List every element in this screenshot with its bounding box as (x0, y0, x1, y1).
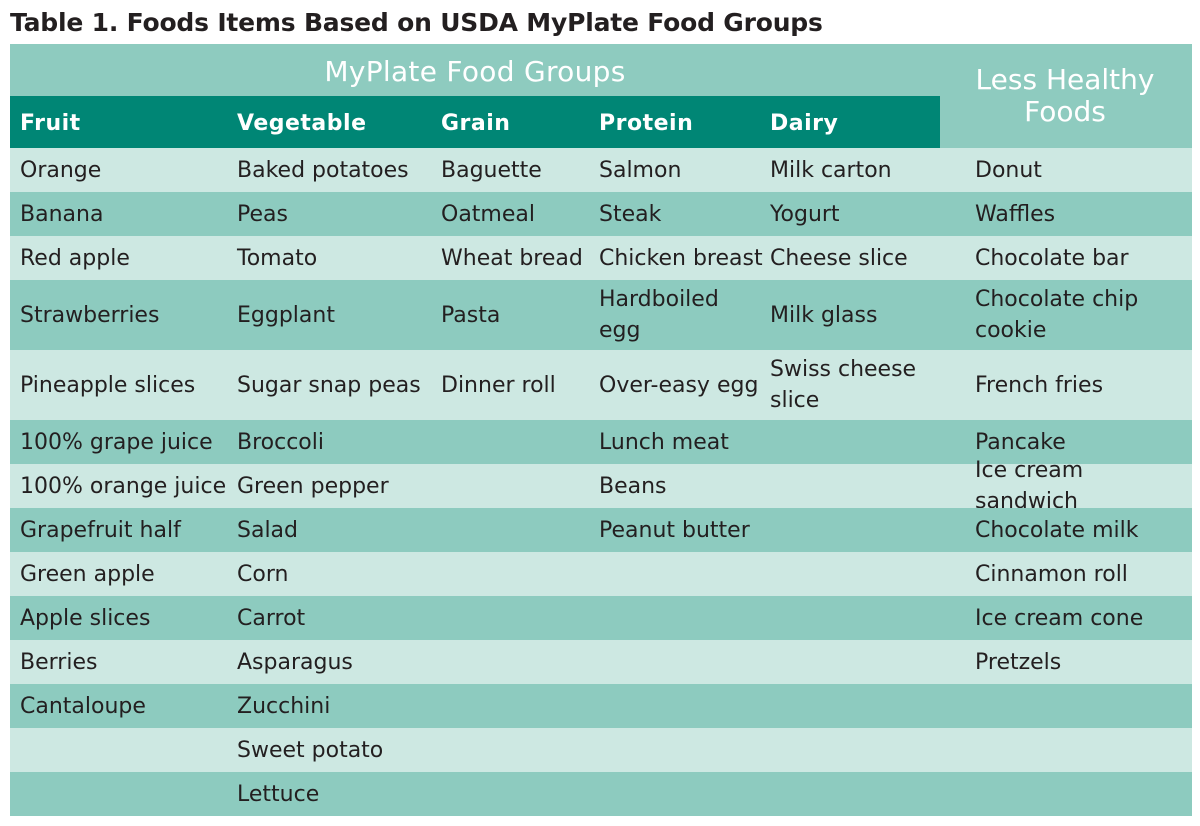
table-cell: Peanut butter (599, 517, 750, 543)
table-row (10, 420, 1192, 464)
less-healthy-header-line: Foods (1024, 95, 1106, 128)
table-cell: Over-easy egg (599, 372, 759, 398)
table-cell: Zucchini (237, 693, 331, 719)
table-cell: Yogurt (770, 201, 840, 227)
column-header-vegetable: Vegetable (237, 111, 367, 136)
table-row (10, 350, 1192, 420)
table-cell: Chocolate chip cookie (975, 287, 1139, 343)
less-healthy-header-line: Less Healthy (975, 63, 1155, 96)
table-cell: French fries (975, 372, 1104, 398)
table-cell: Cheese slice (770, 245, 908, 271)
table-cell: Tomato (237, 245, 318, 271)
table-cell: Donut (975, 157, 1042, 183)
myplate-group-header: MyPlate Food Groups (324, 55, 626, 88)
table-cell: Swiss cheese slice (770, 357, 917, 413)
table-cell: Asparagus (237, 649, 353, 675)
table-row (10, 464, 1192, 508)
table-row (10, 684, 1192, 728)
table-cell: Sweet potato (237, 737, 384, 763)
table-cell: Oatmeal (441, 201, 535, 227)
table-cell: Pineapple slices (20, 372, 196, 398)
column-header-protein: Protein (599, 111, 694, 136)
table-cell: Peas (237, 201, 288, 227)
table-cell: Dinner roll (441, 372, 556, 398)
table-cell: Apple slices (20, 605, 151, 631)
table-cell: Baked potatoes (237, 157, 409, 183)
table-cell: Green pepper (237, 473, 389, 499)
table-cell: Ice cream cone (975, 605, 1144, 631)
table-cell: Berries (20, 649, 98, 675)
table-cell: Pasta (441, 302, 501, 328)
table-cell: Red apple (20, 245, 130, 271)
table-cell: Carrot (237, 605, 306, 631)
table-cell: Ice cream sandwich (975, 458, 1084, 514)
table-row (10, 728, 1192, 772)
table-row (10, 552, 1192, 596)
table-row (10, 236, 1192, 280)
table-cell: Pretzels (975, 649, 1062, 675)
table-cell: 100% orange juice (20, 473, 227, 499)
table-cell: Chocolate milk (975, 517, 1139, 543)
table-row (10, 508, 1192, 552)
table-cell: Chicken breast (599, 245, 763, 271)
table-cell: Pancake (975, 429, 1066, 455)
table-cell: Baguette (441, 157, 542, 183)
table-row (10, 772, 1192, 816)
table-row (10, 192, 1192, 236)
table-cell: Orange (20, 157, 102, 183)
table-cell: Hardboiled egg (599, 287, 719, 343)
table-cell: 100% grape juice (20, 429, 213, 455)
table-cell: Wheat bread (441, 245, 583, 271)
table-cell: Lettuce (237, 781, 320, 807)
table-cell: Broccoli (237, 429, 324, 455)
table-cell: Salad (237, 517, 299, 543)
table-cell: Strawberries (20, 302, 160, 328)
table-cell: Waffles (975, 201, 1056, 227)
table-row (10, 148, 1192, 192)
table-row (10, 640, 1192, 684)
table-cell: Steak (599, 201, 662, 227)
less-healthy-header: Less Healthy Foods (945, 64, 1185, 128)
table-cell: Cantaloupe (20, 693, 146, 719)
table-cell: Chocolate bar (975, 245, 1129, 271)
table-title: Table 1. Foods Items Based on USDA MyPla… (10, 8, 823, 37)
column-header-row (10, 96, 940, 148)
table-cell: Cinnamon roll (975, 561, 1128, 587)
table-cell: Sugar snap peas (237, 372, 421, 398)
table-cell: Salmon (599, 157, 682, 183)
table-cell: Lunch meat (599, 429, 729, 455)
table-cell: Banana (20, 201, 104, 227)
table-cell: Grapefruit half (20, 517, 181, 543)
column-header-dairy: Dairy (770, 111, 839, 136)
table-row (10, 596, 1192, 640)
food-groups-table: MyPlate Food Groups Less Healthy Foods F… (10, 44, 1192, 816)
table-row (10, 280, 1192, 350)
column-header-grain: Grain (441, 111, 511, 136)
table-cell: Milk carton (770, 157, 892, 183)
table-cell: Eggplant (237, 302, 335, 328)
table-cell: Green apple (20, 561, 155, 587)
table-cell: Beans (599, 473, 667, 499)
table-cell: Milk glass (770, 302, 878, 328)
table-cell: Corn (237, 561, 289, 587)
column-header-fruit: Fruit (20, 111, 81, 136)
